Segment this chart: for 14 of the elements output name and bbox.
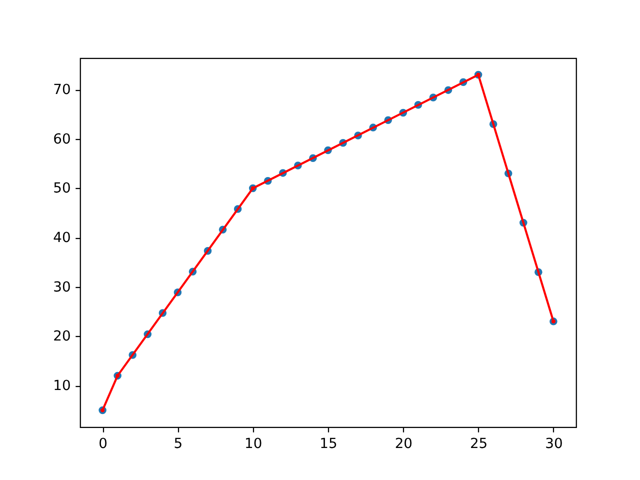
- y-tick-label: 30: [53, 279, 71, 296]
- x-tick-label: 30: [545, 436, 563, 452]
- x-tick-label: 0: [98, 436, 108, 452]
- y-tick-label: 10: [53, 378, 71, 394]
- y-tick-label: 40: [53, 230, 71, 246]
- x-tick-label: 5: [174, 436, 183, 452]
- x-tick-label: 25: [470, 436, 488, 452]
- x-tick-label: 15: [320, 436, 338, 452]
- y-tick-label: 60: [53, 131, 71, 148]
- y-tick-label: 70: [53, 82, 71, 98]
- y-tick-label: 20: [53, 328, 71, 345]
- x-tick-label: 10: [244, 436, 262, 452]
- x-tick-label: 20: [394, 436, 412, 452]
- y-tick-label: 50: [53, 180, 71, 197]
